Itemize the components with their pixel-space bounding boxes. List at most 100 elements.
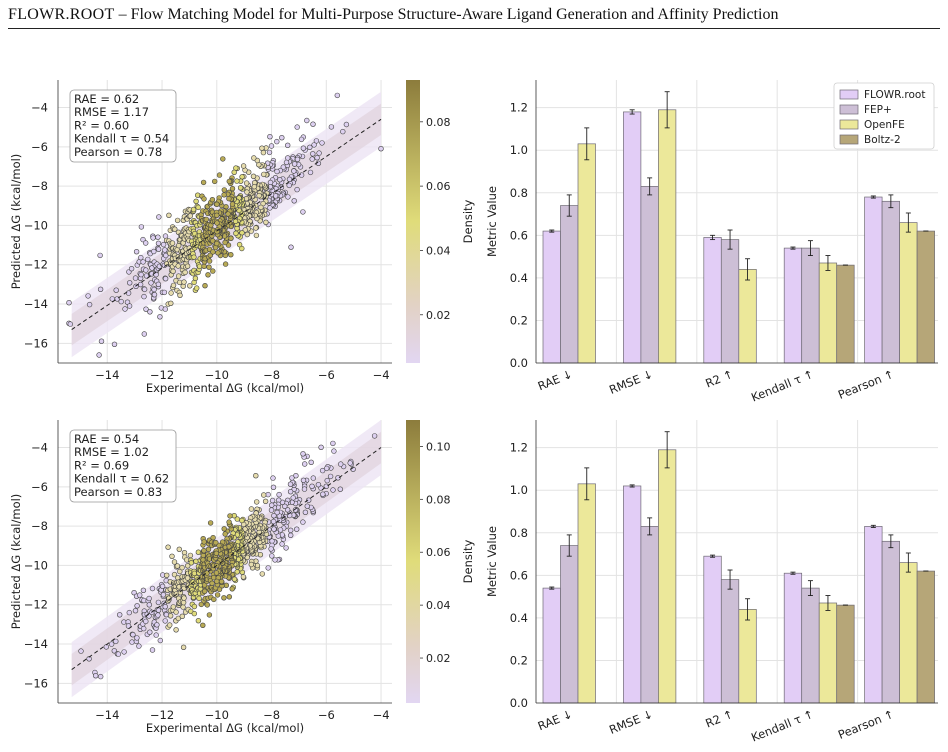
y-tick-label: −12 [24,258,48,272]
stats-line: Pearson = 0.83 [74,485,162,499]
data-point [269,502,275,508]
data-point [179,613,186,619]
y-tick-label: 0.2 [510,313,528,327]
data-point [210,268,216,274]
data-point [202,283,208,289]
category-label: RMSE ↓ [607,367,655,397]
data-point [253,473,259,479]
data-point [214,592,221,598]
data-point [263,219,269,226]
data-point [292,507,299,513]
data-point [248,506,255,512]
data-point [168,290,174,296]
data-point [287,481,294,487]
bar-openfe [577,483,596,704]
data-point [214,578,220,585]
legend-swatch [839,89,859,100]
x-tick-label: −4 [373,368,390,382]
y-tick-label: −10 [24,558,48,572]
data-point [279,541,285,547]
data-point [133,249,140,255]
y-tick-label: 0.0 [510,356,528,370]
data-point [108,641,115,647]
x-tick-label: −10 [205,708,229,722]
data-point [214,220,220,226]
data-point [221,192,227,198]
data-point [269,553,275,559]
data-point [132,275,139,281]
y-tick-label: 1.2 [510,101,528,115]
data-point [340,128,346,135]
data-point [141,293,147,300]
data-point [86,301,93,308]
y-tick-label: 0.4 [510,271,528,285]
data-point [265,491,271,498]
data-point [202,588,208,594]
data-point [282,503,288,509]
bar-fep- [801,587,820,704]
data-point [279,135,285,141]
data-point [140,259,146,265]
bar-flowr-root [703,555,722,704]
colorbar [406,80,420,363]
data-point [200,622,206,628]
y-tick-label: −14 [24,637,48,651]
data-point [205,272,211,278]
data-point [180,644,187,650]
data-point [138,271,144,278]
data-point [136,643,142,649]
data-point [78,648,84,654]
data-point [291,161,298,167]
colorbar-tick-label: 0.04 [426,599,451,612]
data-point [285,142,291,149]
data-point [294,186,300,193]
data-point [162,618,168,624]
bar-fep- [560,205,579,364]
x-axis-label: Experimental ΔG (kcal/mol) [146,721,304,735]
stats-line: R² = 0.69 [74,458,129,472]
data-point [164,572,170,578]
data-point [170,268,176,274]
data-point [190,206,197,213]
data-point [176,242,182,249]
data-point [192,275,199,281]
data-point [203,216,210,223]
data-point [201,547,207,554]
data-point [291,168,297,174]
data-point [244,189,250,195]
data-point [157,314,163,320]
data-point [180,604,186,610]
data-point [300,145,307,151]
data-point [270,484,277,490]
bar-fep- [560,545,579,704]
data-point [259,145,265,151]
data-point [285,155,291,161]
data-point [159,583,166,589]
data-point [258,204,264,211]
y-tick-label: −8 [31,179,48,193]
bar-flowr-root [542,587,561,704]
data-point [138,224,145,230]
data-point [163,252,169,259]
data-point [270,518,277,525]
data-point [174,217,181,224]
data-point [316,150,322,156]
data-point [173,609,179,615]
y-axis-label: Metric Value [485,526,499,597]
data-point [338,461,344,467]
data-point [145,256,151,263]
header-title-smallcaps: FLOWR.ROOT [8,6,115,23]
data-point [210,249,216,255]
data-point [115,651,122,657]
data-point [253,225,259,231]
data-point [300,477,307,483]
data-point [288,527,294,533]
data-point [143,618,149,625]
data-point [222,239,228,246]
data-point [318,444,324,450]
data-point [294,124,300,130]
y-tick-label: 0.8 [510,526,528,540]
data-point [134,603,140,609]
data-point [300,209,306,215]
y-tick-label: −4 [31,441,48,455]
